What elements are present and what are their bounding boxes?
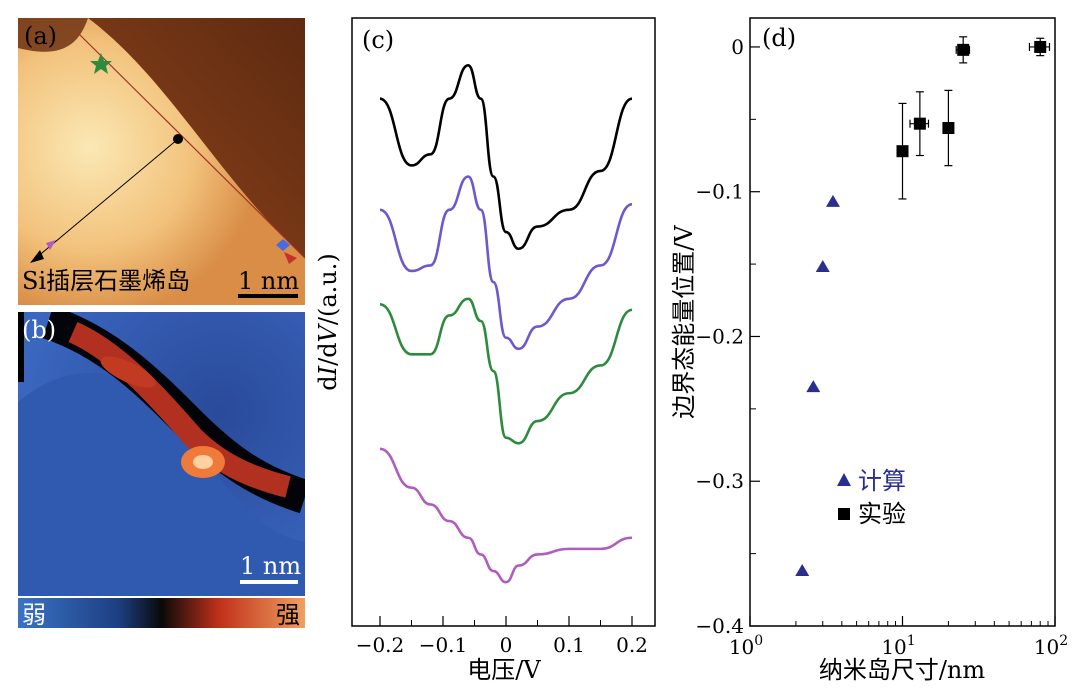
legend-calc-marker: [837, 473, 851, 486]
chart-c-xtick-label: −0.1: [419, 633, 468, 657]
panel-b: (b) 1 nm 弱 强: [18, 305, 311, 632]
panel-c-label: (c): [362, 26, 394, 54]
panel-b-scalebar: [240, 580, 298, 584]
chart-c: (c) dI/dV/(a.u.) 电压/V −0.2 −0.1 0 0.1 0.2: [314, 17, 656, 684]
data-point-exp: [957, 43, 970, 56]
chart-c-xtick-label: 0.1: [553, 633, 585, 657]
chart-c-xtick-label: −0.2: [356, 633, 405, 657]
green-star-marker: [90, 53, 112, 74]
arrow-head: [30, 250, 44, 263]
line-profile-arrow: [35, 138, 179, 259]
panel-c: (c) dI/dV/(a.u.) 电压/V −0.2 −0.1 0 0.1 0.2: [310, 10, 670, 690]
panel-b-label: (b): [22, 316, 56, 344]
chart-d: (d) 边界态能量位置/V 纳米岛尺寸/nm 0 −0.1 −0.2 −0.3 −0.4…: [670, 17, 1068, 684]
data-point-calc: [806, 380, 821, 393]
chart-c-ylabel: dI/dV/(a.u.): [314, 253, 342, 391]
chart-c-xtick-label: 0.2: [616, 633, 648, 657]
colorbar-low-label: 弱: [22, 601, 46, 629]
panel-d-label: (d): [762, 24, 796, 52]
data-point-exp: [942, 122, 955, 135]
spectrum-line-green: [379, 297, 633, 445]
panel-a-label: (a): [24, 22, 57, 50]
chart-d-ytick-label: −0.3: [695, 469, 744, 493]
panel-b-scalebar-label: 1 nm: [240, 552, 301, 580]
spectrum-line-magenta: [379, 447, 633, 584]
panel-a-scalebar-label: 1 nm: [238, 267, 299, 295]
blue-diamond-marker: [276, 239, 290, 251]
purple-triangle-marker: [46, 240, 56, 250]
legend-exp-marker: [838, 508, 850, 520]
panel-a-caption: Si插层石墨烯岛: [22, 267, 190, 295]
data-point-calc: [795, 563, 810, 576]
chart-d-xtick-label: 102: [1034, 633, 1068, 659]
chart-c-xtick-label: 0: [500, 633, 513, 657]
data-point-exp: [896, 145, 909, 158]
chart-d-ytick-label: −0.4: [695, 614, 744, 638]
legend-exp-label: 实验: [858, 500, 906, 528]
chart-d-ylabel: 边界态能量位置/V: [670, 225, 698, 419]
spectrum-line-black: [379, 64, 633, 251]
spatial-map-image: (b) 1 nm 弱 强: [18, 305, 311, 629]
chart-c-xlabel: 电压/V: [467, 656, 541, 684]
stm-topography-image: (a) Si插层石墨烯岛 1 nm: [18, 18, 306, 305]
line-profile-diagonal: [77, 32, 306, 259]
chart-d-xtick-label: 100: [729, 633, 763, 659]
panel-a-scalebar: [238, 294, 298, 298]
chart-d-ytick-label: −0.1: [695, 180, 744, 204]
panel-a: (a) Si插层石墨烯岛 1 nm: [18, 18, 306, 305]
chart-d-ytick-label: 0: [731, 35, 744, 59]
spectrum-line-purple: [379, 175, 633, 351]
data-point-exp: [913, 117, 926, 130]
chart-c-frame: [351, 17, 656, 627]
center-point: [173, 134, 183, 144]
panel-d: (d) 边界态能量位置/V 纳米岛尺寸/nm 0 −0.1 −0.2 −0.3 −0.4…: [664, 10, 1076, 690]
data-point-calc: [815, 259, 830, 272]
colorbar-high-label: 强: [276, 601, 300, 629]
chart-d-xtick-label: 101: [881, 633, 915, 659]
data-point-calc: [825, 194, 840, 207]
chart-d-xlabel: 纳米岛尺寸/nm: [819, 656, 986, 684]
arrow-head-red: [284, 252, 297, 264]
colorbar: [18, 598, 305, 628]
legend-calc-label: 计算: [858, 467, 906, 495]
chart-d-legend: 计算 实验: [837, 467, 906, 528]
data-point-exp: [1034, 40, 1047, 53]
chart-d-ytick-label: −0.2: [695, 324, 744, 348]
